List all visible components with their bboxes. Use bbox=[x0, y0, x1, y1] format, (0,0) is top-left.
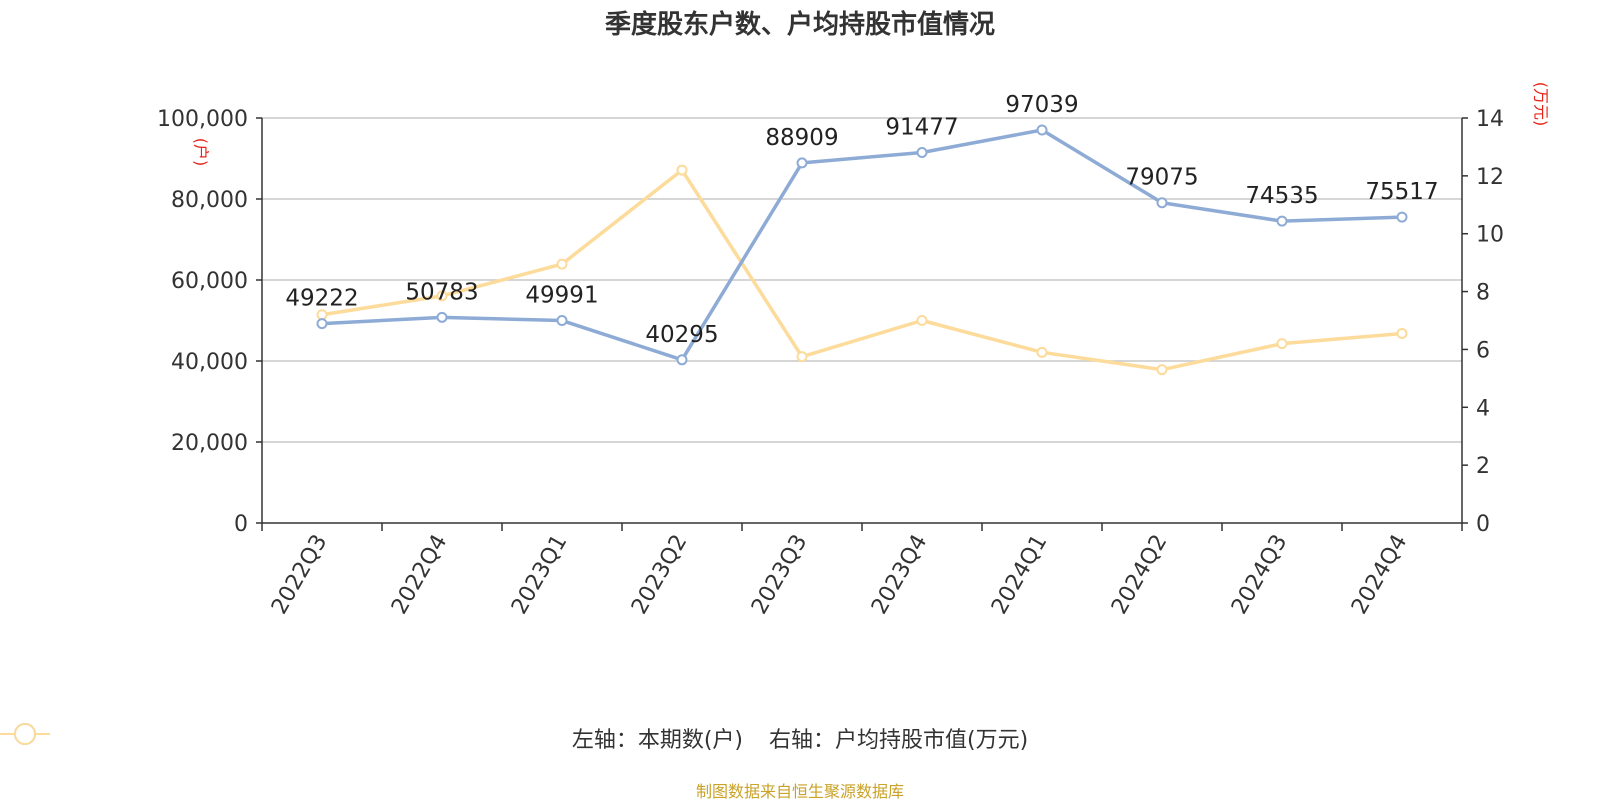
data-label: 50783 bbox=[405, 279, 478, 305]
right-axis-tick-label: 10 bbox=[1476, 223, 1504, 248]
left-axis-unit-label: (户) bbox=[192, 138, 211, 167]
x-axis-tick-label: 2024Q3 bbox=[1227, 531, 1292, 619]
right-axis-tick-label: 8 bbox=[1476, 281, 1490, 306]
x-axis-tick-label: 2022Q4 bbox=[387, 531, 452, 619]
data-label: 40295 bbox=[645, 322, 718, 348]
data-point-avg-value bbox=[796, 351, 808, 363]
data-label: 74535 bbox=[1245, 183, 1318, 209]
left-axis-tick-label: 20,000 bbox=[171, 431, 248, 456]
data-label: 79075 bbox=[1125, 165, 1198, 191]
left-axis-tick-label: 100,000 bbox=[157, 107, 248, 132]
legend-marker-right-icon bbox=[0, 723, 50, 745]
legend-item-left-series[interactable]: 左轴：本期数(户) bbox=[0, 722, 743, 754]
data-label: 97039 bbox=[1005, 92, 1078, 118]
x-axis-tick-label: 2024Q4 bbox=[1347, 531, 1412, 619]
left-axis-tick-label: 40,000 bbox=[171, 350, 248, 375]
right-axis-tick-label: 2 bbox=[1476, 454, 1490, 479]
x-axis-tick-label: 2024Q2 bbox=[1107, 531, 1172, 619]
data-label: 75517 bbox=[1365, 179, 1438, 205]
right-axis-tick-label: 14 bbox=[1476, 107, 1504, 132]
data-point-avg-value bbox=[916, 315, 928, 326]
data-point-holders bbox=[1276, 215, 1288, 227]
legend-label-right: 右轴：户均持股市值(万元) bbox=[769, 728, 1029, 753]
data-label: 49222 bbox=[285, 286, 358, 312]
data-point-avg-value bbox=[1036, 346, 1048, 358]
left-axis-tick-label: 60,000 bbox=[171, 269, 248, 294]
series-line-avg-value bbox=[321, 168, 1403, 372]
left-axis-tick-label: 80,000 bbox=[171, 188, 248, 213]
data-point-holders bbox=[1036, 124, 1048, 136]
right-axis-unit-label: (万元) bbox=[1532, 82, 1551, 127]
right-axis-tick-label: 12 bbox=[1476, 165, 1504, 190]
data-label: 88909 bbox=[765, 125, 838, 151]
legend-label-left: 左轴：本期数(户) bbox=[571, 728, 743, 753]
data-point-holders bbox=[316, 318, 328, 330]
right-axis-tick-label: 6 bbox=[1476, 338, 1490, 363]
right-axis-tick-label: 0 bbox=[1476, 512, 1490, 537]
data-point-avg-value bbox=[436, 290, 448, 302]
data-label: 91477 bbox=[885, 115, 958, 141]
series-line-holders bbox=[321, 128, 1403, 362]
data-label: 49991 bbox=[525, 283, 598, 309]
data-point-avg-value bbox=[556, 258, 568, 270]
data-point-avg-value bbox=[676, 164, 688, 176]
chart-title: 季度股东户数、户均持股市值情况 bbox=[604, 10, 995, 40]
x-axis-tick-label: 2023Q4 bbox=[867, 531, 932, 619]
data-point-avg-value bbox=[1276, 338, 1288, 350]
data-point-holders bbox=[676, 354, 688, 366]
data-point-avg-value bbox=[1396, 328, 1408, 340]
data-point-holders bbox=[436, 311, 448, 323]
legend-item-right-series[interactable]: 右轴：户均持股市值(万元) bbox=[0, 722, 1029, 754]
x-axis-tick-label: 2023Q2 bbox=[627, 531, 692, 619]
right-axis-tick-label: 4 bbox=[1476, 396, 1490, 421]
data-point-holders bbox=[1396, 211, 1408, 223]
x-axis-tick-label: 2024Q1 bbox=[987, 531, 1052, 619]
data-source-note: 制图数据来自恒生聚源数据库 bbox=[695, 782, 904, 801]
x-axis-tick-label: 2023Q3 bbox=[747, 531, 812, 619]
data-point-holders bbox=[556, 315, 568, 327]
legend: 左轴：本期数(户) 右轴：户均持股市值(万元) bbox=[0, 722, 1600, 754]
data-point-holders bbox=[1156, 197, 1168, 209]
x-axis-tick-label: 2022Q3 bbox=[267, 531, 332, 619]
left-axis-tick-label: 0 bbox=[234, 512, 248, 537]
data-point-avg-value bbox=[1156, 364, 1168, 376]
data-point-holders bbox=[916, 147, 928, 159]
data-point-holders bbox=[796, 157, 808, 169]
x-axis-tick-label: 2023Q1 bbox=[507, 531, 572, 619]
